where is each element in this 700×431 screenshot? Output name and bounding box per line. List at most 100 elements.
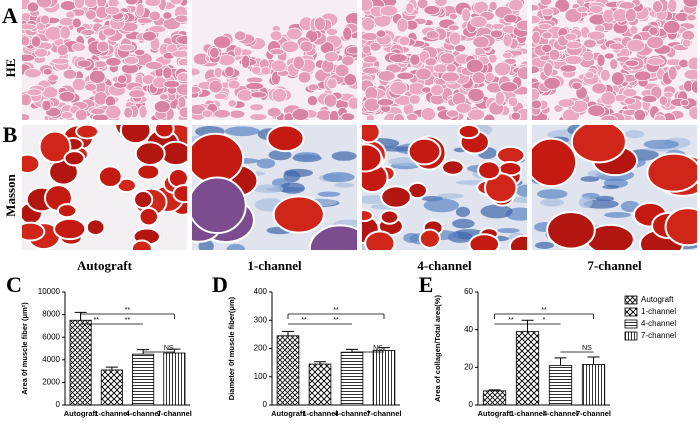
tissue-image <box>22 0 187 120</box>
cell <box>334 63 350 78</box>
cell <box>85 9 97 21</box>
cell <box>396 18 409 33</box>
cell <box>326 77 338 90</box>
significance-bracket <box>80 313 175 319</box>
cell <box>662 20 681 35</box>
y-tick-label: 300 <box>254 315 268 324</box>
legend-swatch <box>624 331 638 341</box>
significance-label: NS <box>373 345 383 352</box>
cell <box>22 53 35 63</box>
cell <box>84 82 98 92</box>
cell <box>22 93 32 107</box>
x-tick-label: 1-channel <box>510 409 545 418</box>
bar <box>100 369 123 406</box>
cell <box>375 29 387 38</box>
cell <box>192 85 202 94</box>
collagen <box>317 191 341 197</box>
collagen <box>580 176 600 182</box>
row-label: HE <box>3 59 18 78</box>
tissue <box>362 0 527 120</box>
cell <box>41 99 52 112</box>
cell <box>270 59 287 73</box>
cell <box>623 97 637 105</box>
cell <box>668 65 678 81</box>
significance-label: ** <box>125 317 131 324</box>
cell <box>88 69 106 84</box>
error-bar <box>314 361 326 365</box>
cell <box>104 5 121 16</box>
cell <box>24 68 42 79</box>
cell <box>271 88 287 103</box>
cell <box>233 30 247 42</box>
cell <box>362 44 372 55</box>
cell <box>415 67 432 81</box>
cell <box>494 91 506 106</box>
cell <box>424 57 438 67</box>
tissue-image <box>22 125 187 250</box>
cell <box>687 56 697 71</box>
collagen <box>452 218 475 229</box>
collagen <box>376 146 416 152</box>
cell <box>516 66 527 80</box>
cell <box>454 44 467 53</box>
cell <box>269 30 283 42</box>
fiber <box>646 152 697 193</box>
column-caption: 7-channel <box>587 258 642 273</box>
cell <box>532 4 540 12</box>
x-tick-label: Autograft <box>64 409 98 418</box>
collagen <box>322 172 355 183</box>
cell <box>541 31 553 40</box>
x-tick-label: Autograft <box>478 409 512 418</box>
collagen <box>455 206 471 217</box>
fiber <box>56 203 78 219</box>
fiber <box>22 153 41 174</box>
cell <box>667 0 678 14</box>
cell <box>50 57 70 65</box>
fiber <box>418 228 441 249</box>
tissue <box>532 125 697 250</box>
y-tick-label: 400 <box>254 287 268 296</box>
y-axis-label: Diameter 0f muscle fiber(μm) <box>227 296 236 400</box>
cell <box>281 40 300 53</box>
cell <box>71 42 86 52</box>
cell <box>469 15 488 28</box>
cell <box>624 59 640 67</box>
cell <box>686 14 697 22</box>
fiber <box>85 218 106 237</box>
cell <box>62 68 77 80</box>
collagen <box>331 151 357 161</box>
bar <box>276 335 300 406</box>
legend-label: Autograft <box>641 295 674 304</box>
cell <box>624 7 637 23</box>
cell <box>680 99 690 107</box>
cell <box>128 89 146 99</box>
cell <box>421 86 432 94</box>
cell <box>618 1 636 10</box>
fiber <box>97 165 123 189</box>
y-tick-label: 4000 <box>42 355 60 364</box>
cell <box>446 109 460 118</box>
cell <box>250 91 267 99</box>
legend-label: 1-channel <box>641 307 676 316</box>
cell <box>363 97 380 112</box>
cell <box>102 27 117 37</box>
cell <box>307 83 320 91</box>
cell <box>564 32 578 41</box>
collagen <box>252 184 284 194</box>
collagen <box>423 198 460 213</box>
cell <box>396 71 414 81</box>
cell <box>559 64 578 73</box>
collagen <box>480 204 513 219</box>
cell <box>347 96 357 110</box>
legend-swatch <box>624 319 638 329</box>
cell <box>124 0 139 6</box>
cell <box>571 81 583 90</box>
tissue-image <box>362 125 527 250</box>
fiber <box>272 195 325 234</box>
cell <box>266 107 282 118</box>
cell <box>471 71 486 85</box>
cell <box>416 0 429 10</box>
cell <box>376 98 395 107</box>
cell <box>489 29 504 39</box>
cell <box>22 113 31 120</box>
